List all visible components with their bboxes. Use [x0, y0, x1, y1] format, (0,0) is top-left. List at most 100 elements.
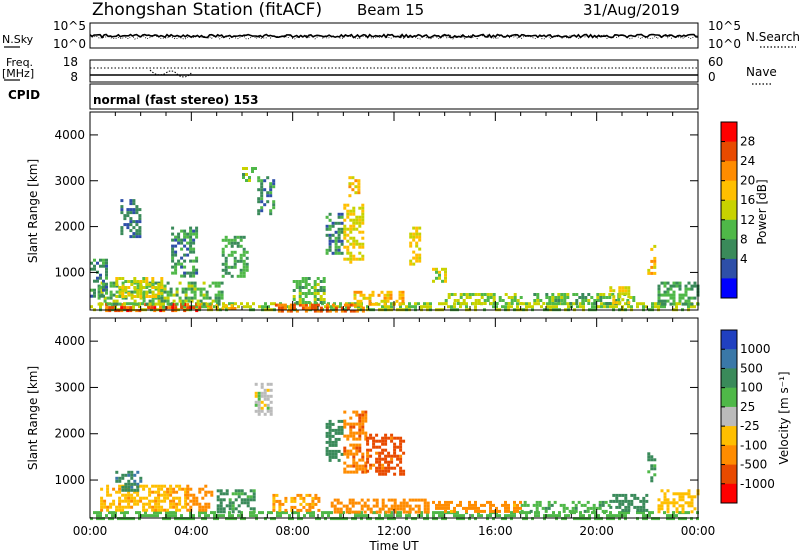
data-cell [263, 188, 267, 192]
data-cell [289, 303, 293, 307]
data-cell [290, 499, 294, 503]
data-cell [352, 455, 356, 459]
data-cell [633, 505, 637, 509]
data-cell [130, 293, 134, 297]
data-cell [214, 281, 218, 285]
data-cell [399, 445, 403, 449]
data-cell [399, 460, 403, 464]
colorbar-segment [721, 445, 737, 465]
data-cell [327, 514, 330, 518]
data-cell [187, 299, 191, 303]
data-cell [621, 289, 625, 293]
data-cell [331, 440, 335, 444]
nave-label: Nave [746, 65, 777, 79]
data-cell [366, 517, 369, 521]
data-cell [154, 505, 158, 509]
data-cell [135, 309, 139, 313]
data-cell [322, 280, 326, 283]
data-cell [336, 498, 340, 502]
data-cell [343, 233, 347, 237]
data-cell [678, 296, 682, 300]
data-cell [186, 490, 190, 494]
data-cell [386, 290, 390, 294]
data-cell [650, 455, 654, 459]
data-cell [133, 473, 137, 477]
data-cell [105, 258, 108, 262]
data-cell [645, 499, 649, 503]
data-cell [390, 504, 394, 508]
data-cell [578, 296, 582, 299]
data-cell [423, 507, 427, 511]
data-cell [183, 305, 186, 309]
data-cell [561, 517, 564, 521]
data-cell [393, 454, 397, 458]
data-cell [411, 305, 414, 309]
data-cell [681, 517, 684, 521]
data-cell [352, 434, 356, 438]
data-cell [130, 485, 134, 489]
data-cell [215, 304, 219, 307]
data-cell [384, 504, 388, 508]
colorbar-segment [721, 330, 737, 350]
data-cell [342, 517, 345, 521]
data-cell [568, 509, 572, 513]
data-cell [102, 282, 105, 286]
data-cell [563, 299, 567, 302]
data-cell [97, 296, 101, 300]
data-cell [312, 514, 315, 518]
data-cell [278, 502, 282, 506]
data-cell [198, 505, 202, 509]
data-cell [345, 510, 349, 514]
data-cell [230, 304, 234, 307]
data-cell [328, 212, 332, 216]
data-cell [298, 280, 302, 283]
data-cell [133, 287, 137, 291]
data-cell [348, 182, 352, 186]
data-cell [444, 500, 447, 504]
data-cell [562, 509, 566, 513]
data-cell [355, 446, 359, 450]
data-cell [322, 301, 326, 304]
data-cell [301, 286, 305, 289]
data-cell [349, 212, 353, 216]
data-cell [313, 292, 317, 295]
data-cell [343, 227, 347, 231]
data-cell [348, 194, 352, 198]
data-cell [328, 227, 332, 231]
data-cell [657, 293, 661, 297]
data-cell [369, 466, 373, 470]
data-cell [242, 253, 246, 257]
data-cell [108, 517, 111, 521]
data-cell [133, 488, 137, 492]
data-cell [139, 292, 143, 295]
data-cell [257, 406, 261, 410]
data-cell [378, 454, 382, 458]
data-cell [195, 309, 199, 313]
data-cell [504, 514, 507, 518]
data-cell [160, 508, 164, 512]
data-cell [103, 505, 107, 509]
freq-label: Freq. [6, 56, 33, 69]
data-cell [639, 508, 643, 512]
data-cell [409, 241, 413, 245]
data-cell [441, 506, 444, 510]
data-cell [627, 502, 631, 506]
data-cell [154, 490, 158, 494]
data-cell [418, 232, 422, 236]
data-cell [130, 482, 134, 486]
data-cell [273, 302, 276, 306]
data-cell [438, 276, 441, 280]
data-cell [301, 292, 305, 295]
data-cell [687, 501, 691, 505]
data-cell [591, 305, 594, 309]
data-cell [228, 514, 231, 518]
data-cell [418, 238, 422, 242]
data-cell [459, 293, 463, 296]
data-cell [315, 517, 318, 521]
data-cell [432, 279, 435, 283]
data-cell [304, 283, 308, 286]
data-cell [248, 179, 251, 182]
data-cell [124, 286, 128, 289]
data-cell [340, 239, 344, 243]
data-cell [364, 434, 368, 438]
